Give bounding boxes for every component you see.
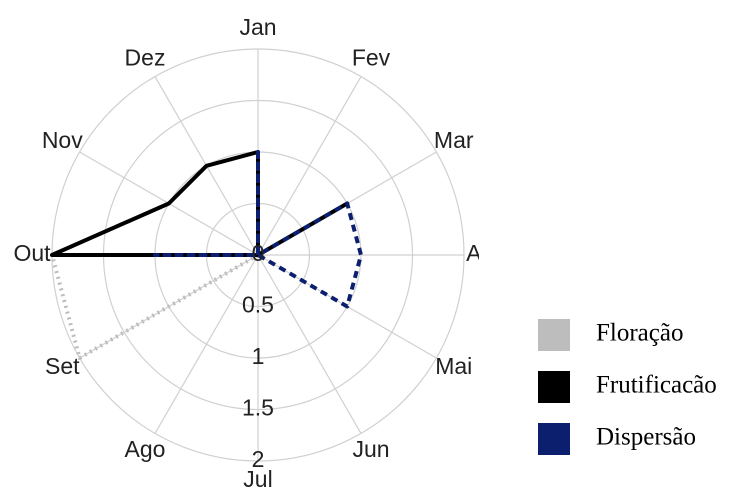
legend-label: Floração xyxy=(596,320,683,347)
r-tick-label: 1 xyxy=(252,343,265,369)
category-label: Out xyxy=(13,240,51,266)
r-tick-label: 0 xyxy=(252,240,265,266)
r-tick-label: 1.5 xyxy=(242,395,274,421)
category-label: Jul xyxy=(243,466,272,492)
plot-area: Jan Fev Mar Abr Mai Jun Jul Ago Set Out Nov Dez 0 0.5… xyxy=(13,14,502,492)
category-label: Abr xyxy=(466,240,502,266)
r-tick-label: 0.5 xyxy=(242,292,274,318)
legend-swatch xyxy=(538,371,570,403)
r-tick-label: 2 xyxy=(252,446,265,472)
category-label: Mar xyxy=(434,127,474,153)
category-label: Ago xyxy=(125,436,166,462)
series-line xyxy=(153,150,363,309)
spoke xyxy=(257,254,362,434)
category-label: Fev xyxy=(352,44,391,70)
legend-swatch xyxy=(538,319,570,351)
category-label: Dez xyxy=(125,44,166,70)
category-label: Set xyxy=(45,353,80,379)
legend: Floração Frutificacão Dispersão xyxy=(538,319,717,455)
series-line xyxy=(50,150,350,257)
spoke xyxy=(257,76,362,256)
legend-label: Dispersão xyxy=(596,424,696,451)
spoke xyxy=(154,254,259,434)
legend-swatch xyxy=(538,423,570,455)
legend-label: Frutificacão xyxy=(596,372,717,399)
category-label: Mai xyxy=(435,353,472,379)
category-label: Jun xyxy=(352,436,389,462)
series-line xyxy=(50,253,260,360)
category-label: Nov xyxy=(42,127,83,153)
category-label: Jan xyxy=(239,14,276,40)
